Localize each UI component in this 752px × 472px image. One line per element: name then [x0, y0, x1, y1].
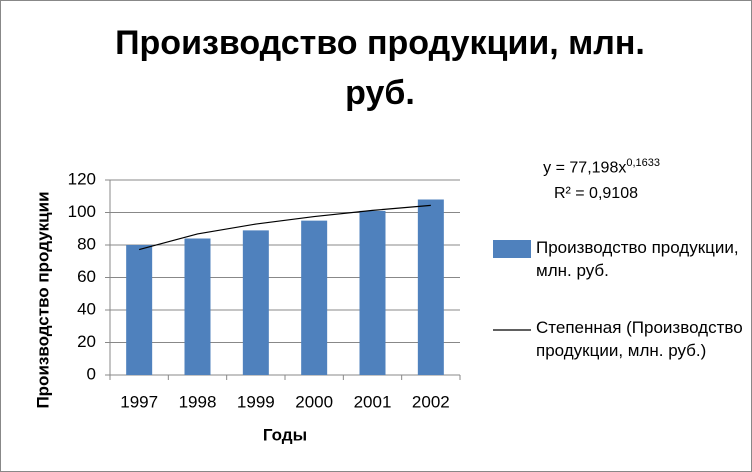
- x-tick-label: 1999: [237, 392, 275, 411]
- legend-swatch: [493, 240, 531, 258]
- chart-title: Производство продукции, млн. руб.: [115, 24, 645, 112]
- y-tick-label: 0: [87, 364, 96, 383]
- legend-label: Степенная (Производство продукции, млн. …: [536, 318, 743, 360]
- r-squared: R² = 0,9108: [553, 185, 638, 203]
- y-tick-label: 100: [68, 202, 96, 221]
- trendline-equation-box: y = 77,198x0,1633 R² = 0,9108: [515, 150, 660, 207]
- y-axis-label: Производство продукции: [33, 191, 52, 408]
- legend-label: Производство продукции, млн. руб.: [536, 238, 739, 280]
- equation-exponent: 0,1633: [626, 157, 660, 169]
- bar: [126, 245, 153, 375]
- x-tick-label: 2001: [354, 392, 392, 411]
- y-tick-label: 20: [77, 332, 96, 351]
- y-tick-label: 40: [77, 299, 96, 318]
- x-tick-label: 2000: [295, 392, 333, 411]
- trendline: [139, 204, 431, 251]
- y-tick-label: 120: [68, 169, 96, 188]
- equation: y = 77,198x: [543, 159, 627, 177]
- bar: [359, 210, 386, 375]
- x-tick-label: 1997: [120, 392, 158, 411]
- bar: [301, 220, 328, 375]
- y-tick-label: 60: [77, 267, 96, 286]
- y-tick-label: 80: [77, 234, 96, 253]
- x-axis-label: Годы: [263, 425, 307, 444]
- bar: [242, 230, 269, 375]
- trendline-equation: y = 77,198x0,1633: [515, 150, 660, 181]
- bar: [417, 199, 444, 375]
- x-tick-label: 1998: [179, 392, 217, 411]
- x-tick-label: 2002: [412, 392, 450, 411]
- bar: [184, 238, 211, 375]
